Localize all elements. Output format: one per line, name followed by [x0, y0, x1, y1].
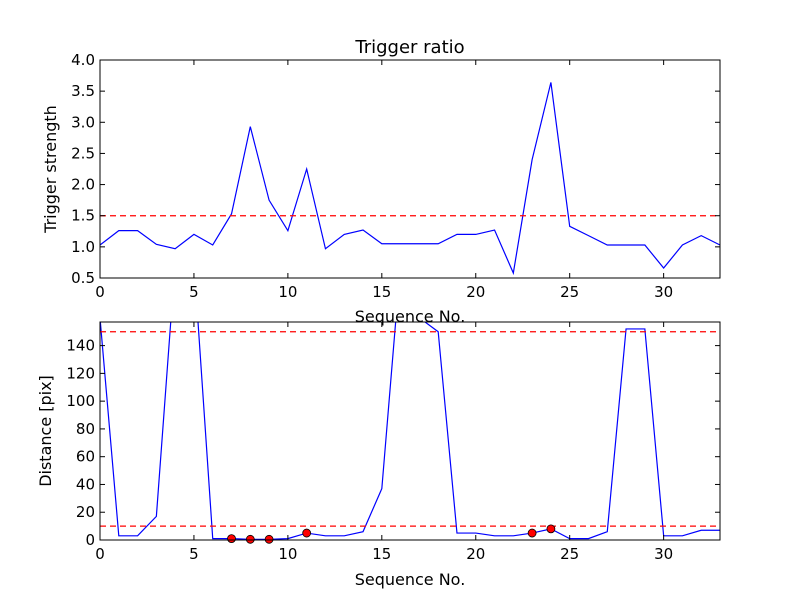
bottom-marker-point — [527, 528, 537, 538]
top-series-line-0 — [100, 82, 720, 276]
bottom-marker-point — [245, 534, 255, 544]
bottom-xtick-label: 0 — [95, 545, 105, 563]
bottom-xtick-label: 25 — [560, 545, 579, 563]
bottom-chart-ylabel: Distance [pix] — [36, 375, 55, 487]
bottom-ytick-label: 40 — [76, 475, 95, 493]
top-chart-title: Trigger ratio — [354, 37, 464, 58]
top-xtick-label: 5 — [189, 283, 199, 301]
bottom-marker-point — [227, 534, 236, 544]
bottom-ytick-label: 80 — [76, 420, 95, 438]
top-xtick-label: 0 — [95, 283, 105, 301]
top-ytick-label: 2.0 — [71, 176, 95, 194]
top-xtick-label: 20 — [466, 283, 485, 301]
top-ytick-label: 1.5 — [71, 207, 95, 225]
bottom-series-line-0 — [100, 322, 720, 540]
top-ytick-label: 2.5 — [71, 144, 95, 162]
top-xtick-label: 25 — [560, 283, 579, 301]
top-chart: Trigger ratio Trigger strength Sequence … — [41, 37, 721, 326]
bottom-marker-point — [264, 534, 274, 544]
top-ytick-label: 4.0 — [71, 51, 95, 69]
top-chart-xlabel: Sequence No. — [355, 307, 466, 326]
bottom-ytick-label: 20 — [76, 503, 95, 521]
bottom-xtick-label: 30 — [654, 545, 673, 563]
top-chart-ylabel: Trigger strength — [41, 105, 60, 234]
top-ytick-label: 0.5 — [71, 269, 95, 287]
bottom-marker-point — [302, 528, 312, 538]
top-ytick-label: 3.0 — [71, 113, 95, 131]
top-xtick-label: 30 — [654, 283, 673, 301]
bottom-xtick-label: 20 — [466, 545, 485, 563]
top-ytick-label: 3.5 — [71, 82, 95, 100]
bottom-ytick-label: 100 — [66, 392, 95, 410]
bottom-xtick-label: 15 — [372, 545, 391, 563]
top-ytick-label: 1.0 — [71, 238, 95, 256]
bottom-axes-frame — [99, 321, 721, 541]
top-xtick-label: 10 — [278, 283, 297, 301]
bottom-chart: Distance [pix] Sequence No. 0 5 10 15 20 25 30… — [36, 321, 721, 589]
top-xtick-label: 15 — [372, 283, 391, 301]
bottom-ytick-label: 140 — [66, 337, 95, 355]
bottom-xtick-label: 5 — [189, 545, 199, 563]
bottom-ytick-label: 60 — [76, 448, 95, 466]
bottom-chart-xlabel: Sequence No. — [355, 570, 466, 589]
bottom-marker-point — [546, 524, 556, 534]
bottom-ytick-label: 0 — [85, 531, 95, 549]
bottom-xtick-label: 10 — [278, 545, 297, 563]
bottom-ytick-label: 120 — [66, 364, 95, 382]
top-axes-frame — [99, 59, 721, 279]
